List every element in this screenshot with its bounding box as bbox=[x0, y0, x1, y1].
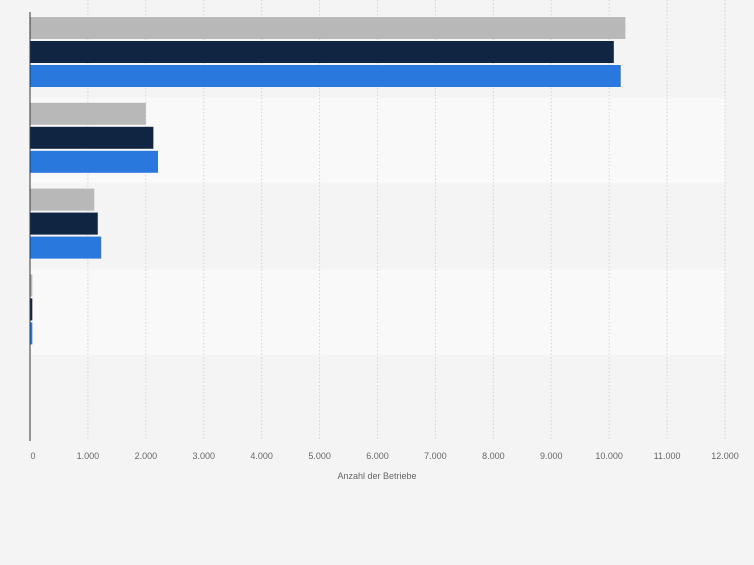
bar-series-2-category-2 bbox=[30, 126, 154, 149]
x-tick-label: 0 bbox=[30, 451, 35, 461]
bar-series-1-category-4 bbox=[30, 274, 33, 297]
x-tick-label: 4.000 bbox=[250, 451, 273, 461]
category-band bbox=[30, 183, 725, 270]
x-tick-label: 11.000 bbox=[654, 451, 681, 461]
bar-series-3-category-3 bbox=[30, 236, 102, 259]
x-tick-label: 6.000 bbox=[366, 451, 389, 461]
bar-series-3-category-2 bbox=[30, 150, 158, 173]
x-tick-labels: 0 1.000 2.000 3.000 4.000 5.000 6.000 7.000 8.00… bbox=[30, 451, 738, 461]
x-tick-label: 5.000 bbox=[308, 451, 331, 461]
x-tick-label: 3.000 bbox=[192, 451, 215, 461]
bar-series-1-category-1 bbox=[30, 17, 626, 39]
bar-series-2-category-3 bbox=[30, 212, 98, 235]
x-axis-label: Anzahl der Betriebe bbox=[337, 471, 416, 481]
bar-series-2-category-4 bbox=[30, 298, 33, 321]
x-tick-label: 1.000 bbox=[77, 451, 100, 461]
x-tick-label: 7.000 bbox=[424, 451, 447, 461]
bar-series-3-category-4 bbox=[30, 322, 33, 345]
x-tick-label: 12.000 bbox=[711, 451, 739, 461]
category-band bbox=[30, 355, 725, 441]
bar-series-1-category-3 bbox=[30, 188, 95, 211]
bar-series-2-category-1 bbox=[30, 41, 614, 63]
bar-series-1-category-2 bbox=[30, 102, 146, 125]
x-tick-label: 8.000 bbox=[482, 451, 505, 461]
x-tick-label: 9.000 bbox=[540, 451, 563, 461]
bar-series-3-category-1 bbox=[30, 65, 621, 87]
x-tick-label: 10.000 bbox=[595, 451, 623, 461]
x-tick-label: 2.000 bbox=[135, 451, 158, 461]
bars bbox=[30, 17, 626, 345]
